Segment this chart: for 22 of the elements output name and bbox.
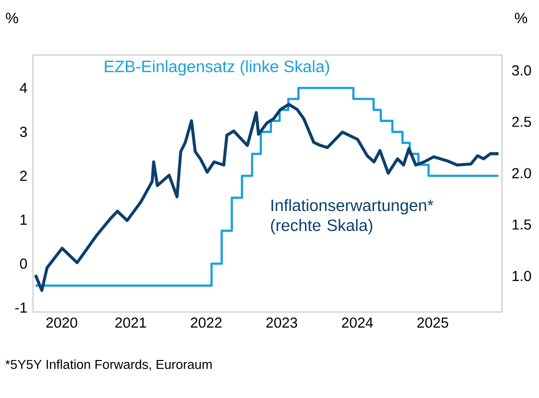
series-label: EZB-Einlagensatz (linke Skala) bbox=[104, 60, 330, 76]
y-tick-label: 3 bbox=[20, 126, 27, 137]
text: Inflationserwartungen* (rechte Skala) bbox=[271, 199, 434, 234]
y2-axis-title: % bbox=[514, 12, 528, 24]
y-axis-title: % bbox=[6, 12, 18, 24]
x-tick-label: 2020 bbox=[46, 318, 78, 328]
x-tick-label: 2023 bbox=[266, 318, 298, 328]
y-tick-label: 4 bbox=[20, 82, 28, 93]
y2-tick-label: 1.0 bbox=[512, 270, 532, 282]
y-tick-label: 2 bbox=[20, 170, 27, 181]
text: *5Y5Y Inflation Forwards, Euroraum bbox=[5, 359, 212, 371]
y2-tick-label: 2.0 bbox=[512, 168, 532, 178]
y2-tick-label: 2.5 bbox=[512, 116, 532, 127]
x-tick-label: 2024 bbox=[342, 318, 373, 328]
y-tick-label: -1 bbox=[15, 302, 27, 313]
x-tick-label: 2025 bbox=[417, 318, 448, 328]
x-tick-label: 2022 bbox=[190, 318, 222, 328]
y2-tick-label: 3.0 bbox=[512, 65, 532, 76]
x-tick-label: 2021 bbox=[115, 318, 146, 328]
y2-tick-label: 1.5 bbox=[512, 220, 532, 230]
y-tick-label: 0 bbox=[20, 258, 27, 269]
y-tick-label: 1 bbox=[20, 214, 27, 225]
